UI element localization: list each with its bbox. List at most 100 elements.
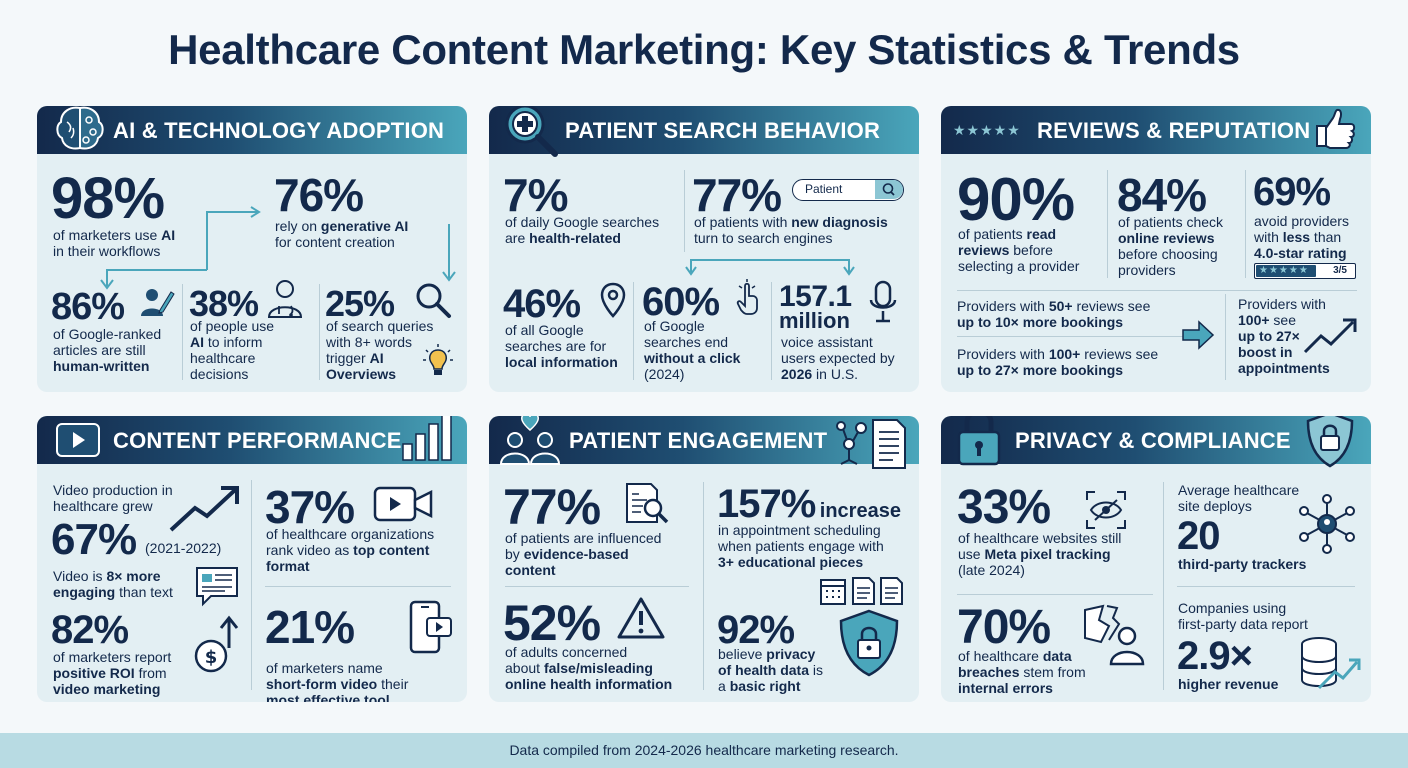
stat-description: third-party trackers: [1178, 556, 1307, 572]
bookings-stat-100: Providers with 100+ reviews see up to 27×…: [957, 346, 1159, 378]
stat-description: Average healthcare site deploys: [1178, 482, 1300, 514]
article-icon: [196, 567, 238, 607]
stat-value-row: 157% increase: [717, 484, 901, 524]
bar-chart-icon: [402, 416, 452, 461]
stat-description: of healthcare organizations rank video as…: [266, 526, 435, 574]
stat-value: 90%: [957, 166, 1075, 233]
stat-description: voice assistant users expected by 2026 in …: [781, 334, 895, 382]
stat-description: avoid providers with less than 4.0-star ra…: [1254, 213, 1349, 261]
shield-lock-icon: [839, 609, 899, 677]
money-up-icon: $: [194, 615, 239, 673]
panel-heading: PATIENT SEARCH BEHAVIOR: [565, 118, 881, 143]
doctor-icon: [267, 280, 303, 318]
mobile-video-icon: [409, 600, 452, 654]
svg-text:$: $: [205, 647, 218, 668]
stat-description: of healthcare websites still use Meta pix…: [958, 530, 1122, 578]
panel-banner: [37, 106, 467, 154]
stat-value: 84%: [1117, 169, 1207, 221]
stat-value: 7%: [503, 169, 568, 221]
stat-value: 92%: [717, 608, 795, 652]
network-document-icon: [836, 419, 906, 469]
panel-privacy-compliance: PRIVACY & COMPLIANCE 33% of healthcare w…: [941, 416, 1371, 702]
stat-description: of daily Google searches are health-relat…: [505, 214, 660, 246]
lightbulb-icon: [423, 344, 453, 375]
stat-value: 37%: [265, 481, 355, 533]
calendar-documents-icon: [820, 577, 903, 605]
writing-icon: [141, 289, 175, 316]
stat-value: 157.1: [779, 280, 852, 313]
panel-patient-engagement: PATIENT ENGAGEMENT 77% of patients are i…: [489, 416, 919, 702]
divider: [957, 290, 1357, 291]
magnifier-icon: [416, 283, 451, 318]
stat-description: of marketers use AI in their workflows: [53, 227, 176, 259]
panel-content-performance: CONTENT PERFORMANCE Video production in h…: [37, 416, 467, 702]
divider: [1245, 170, 1246, 278]
page-title: Healthcare Content Marketing: Key Statis…: [168, 26, 1240, 73]
panel-heading: AI & TECHNOLOGY ADOPTION: [113, 118, 445, 143]
stat-description: of people use AI to inform healthcare decis…: [190, 318, 275, 382]
trend-up-icon: [169, 486, 239, 532]
stat-value-label: increase: [819, 500, 901, 522]
stat-value: 33%: [957, 481, 1051, 534]
stat-value: 2.9×: [1177, 634, 1253, 678]
stat-value: 20: [1177, 514, 1220, 558]
stat-value: 98%: [51, 166, 165, 231]
stat-value: 67%: [51, 515, 137, 564]
stat-value: 52%: [503, 595, 601, 651]
stat-value: 46%: [503, 282, 581, 326]
stat-description: in appointment scheduling when patients e…: [718, 522, 884, 570]
panel-heading: REVIEWS & REPUTATION: [1037, 118, 1311, 143]
community-heart-icon: [499, 416, 561, 465]
panel-banner: [489, 106, 919, 154]
divider: [1177, 586, 1355, 587]
stat-description: of patients check online reviews before ch…: [1118, 214, 1224, 278]
location-pin-icon: [600, 282, 626, 318]
panel-ai-technology: AI & TECHNOLOGY ADOPTION 98% of marketer…: [37, 106, 467, 392]
flow-arrow: [100, 206, 456, 290]
video-play-icon: [56, 423, 100, 457]
arrow-right-icon: [1182, 320, 1215, 350]
tracking-eye-icon: [1086, 491, 1126, 529]
divider: [703, 482, 704, 690]
divider: [319, 284, 320, 380]
thumbs-up-icon: [1316, 108, 1356, 149]
stat-description: of patients read reviews before selecting …: [958, 226, 1080, 274]
warning-icon: [617, 597, 665, 639]
rating-label: 3/5: [1333, 265, 1347, 276]
appointments-boost-stat: Providers with 100+ see up to 27× boost in a…: [1238, 296, 1330, 376]
stat-value: 77%: [692, 169, 782, 221]
broken-data-user-icon: [1084, 604, 1145, 666]
stat-description: of patients are influenced by evidence-ba…: [505, 530, 662, 578]
panel-reviews-reputation: ★★★★★ REVIEWS & REPUTATION 90% of patien…: [941, 106, 1371, 392]
tracker-network-icon: [1299, 494, 1355, 554]
stat-description: Video is 8× more engaging than text: [53, 568, 173, 600]
stars-icon: ★★★★★: [953, 122, 1021, 138]
stat-description: Video production in healthcare grew: [53, 482, 173, 514]
panel-heading: CONTENT PERFORMANCE: [113, 428, 402, 453]
divider: [1107, 170, 1108, 278]
divider: [1163, 482, 1164, 690]
divider: [1225, 294, 1226, 380]
rating-bar: ★★★★★ 3/5: [1254, 263, 1356, 279]
stat-value: 25%: [325, 283, 395, 324]
panel-patient-search: PATIENT SEARCH BEHAVIOR 7% of daily Goog…: [489, 106, 919, 392]
stat-value: 21%: [265, 601, 355, 653]
stat-value: 60%: [642, 280, 720, 324]
stat-description: of Google-ranked articles are still human-…: [53, 326, 162, 374]
divider: [505, 586, 689, 587]
stat-description: of adults concerned about false/misleadin…: [505, 644, 673, 692]
divider: [771, 282, 772, 380]
trend-up-icon: [1303, 318, 1357, 354]
divider: [633, 282, 634, 380]
microphone-icon: [869, 280, 897, 323]
divider: [957, 336, 1187, 337]
padlock-icon: [957, 416, 1001, 466]
stat-value: 76%: [274, 169, 364, 221]
stat-value: 77%: [503, 479, 601, 535]
stat-value-unit: million: [779, 308, 850, 333]
stat-description: believe privacy of health data is a basic …: [718, 646, 824, 694]
stat-description: of healthcare data breaches stem from inte…: [958, 648, 1086, 696]
stat-description: of marketers name short-form video their m…: [266, 660, 409, 702]
cursor-click-icon: [736, 279, 758, 315]
stat-value: 86%: [51, 286, 125, 328]
